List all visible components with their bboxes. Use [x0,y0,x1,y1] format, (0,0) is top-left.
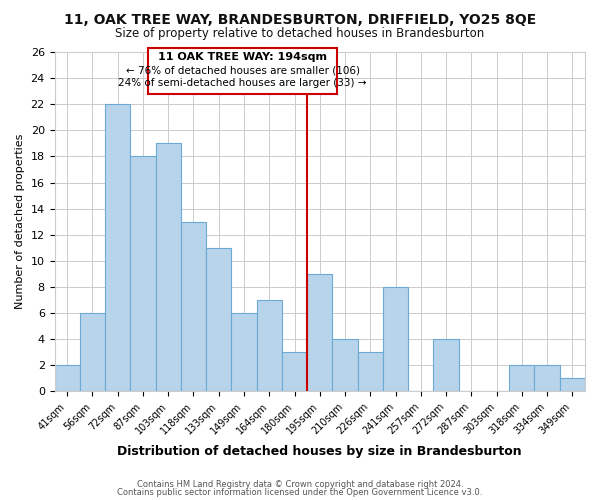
Bar [232,313,257,392]
FancyBboxPatch shape [148,48,337,94]
Bar [307,274,332,392]
Bar [358,352,383,392]
Text: 24% of semi-detached houses are larger (33) →: 24% of semi-detached houses are larger (… [118,78,367,88]
Bar [130,156,155,392]
X-axis label: Distribution of detached houses by size in Brandesburton: Distribution of detached houses by size … [118,444,522,458]
Bar [560,378,585,392]
Bar [332,339,358,392]
Bar [509,366,535,392]
Bar [155,144,181,392]
Bar [181,222,206,392]
Y-axis label: Number of detached properties: Number of detached properties [15,134,25,310]
Text: 11, OAK TREE WAY, BRANDESBURTON, DRIFFIELD, YO25 8QE: 11, OAK TREE WAY, BRANDESBURTON, DRIFFIE… [64,12,536,26]
Bar [206,248,232,392]
Bar [80,313,105,392]
Bar [433,339,458,392]
Text: Size of property relative to detached houses in Brandesburton: Size of property relative to detached ho… [115,28,485,40]
Bar [383,287,408,392]
Text: ← 76% of detached houses are smaller (106): ← 76% of detached houses are smaller (10… [126,65,360,75]
Bar [535,366,560,392]
Bar [257,300,282,392]
Bar [55,366,80,392]
Bar [282,352,307,392]
Text: 11 OAK TREE WAY: 194sqm: 11 OAK TREE WAY: 194sqm [158,52,327,62]
Bar [105,104,130,392]
Text: Contains public sector information licensed under the Open Government Licence v3: Contains public sector information licen… [118,488,482,497]
Text: Contains HM Land Registry data © Crown copyright and database right 2024.: Contains HM Land Registry data © Crown c… [137,480,463,489]
